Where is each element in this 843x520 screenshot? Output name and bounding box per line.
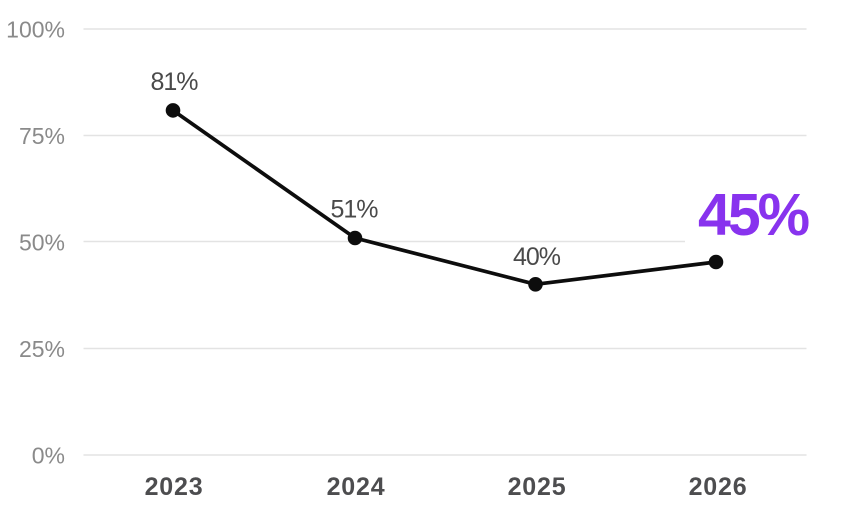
svg-text:50%: 50% <box>19 230 65 256</box>
svg-text:2026: 2026 <box>689 473 748 501</box>
svg-text:81%: 81% <box>150 68 198 96</box>
svg-text:51%: 51% <box>330 196 378 224</box>
svg-text:25%: 25% <box>19 336 65 362</box>
svg-text:75%: 75% <box>19 123 65 149</box>
svg-text:45%: 45% <box>698 182 809 248</box>
svg-text:100%: 100% <box>6 17 65 43</box>
svg-text:2023: 2023 <box>145 473 204 501</box>
svg-text:40%: 40% <box>513 243 561 271</box>
svg-text:2024: 2024 <box>327 473 386 501</box>
svg-text:2025: 2025 <box>508 473 567 501</box>
svg-text:0%: 0% <box>32 443 65 469</box>
